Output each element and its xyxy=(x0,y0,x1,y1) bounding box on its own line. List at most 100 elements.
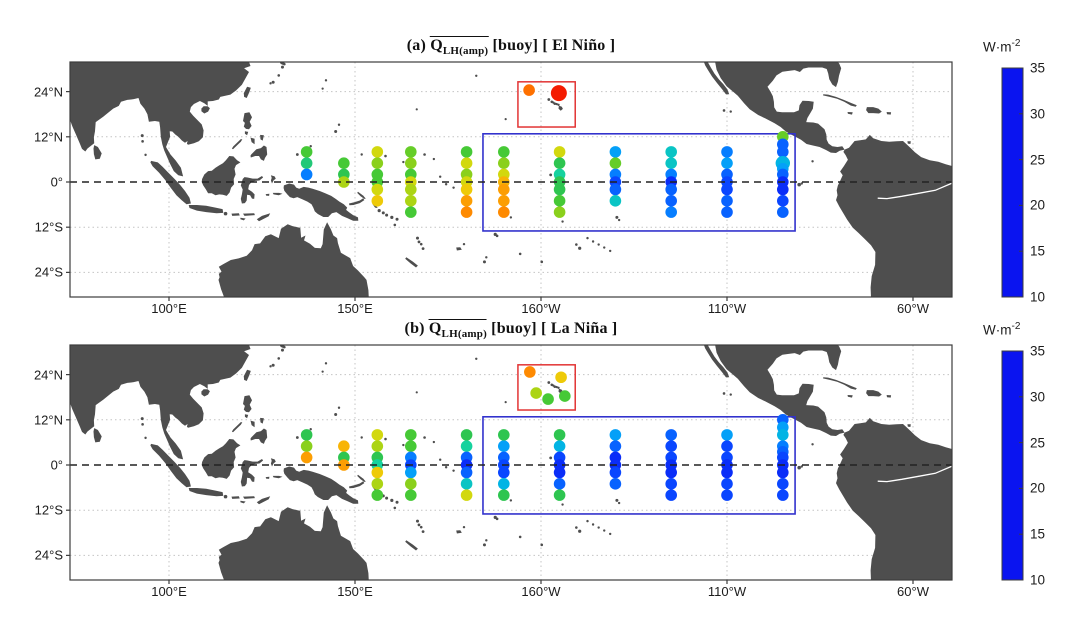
buoy-dot xyxy=(609,429,622,441)
island-speck xyxy=(509,216,513,219)
y-tick-label: 24°N xyxy=(33,84,63,100)
panel-a-subscript: LH(amp) xyxy=(442,45,489,58)
hawaii-buoy-dot xyxy=(530,387,542,399)
landmass xyxy=(847,112,853,115)
landmass xyxy=(270,458,276,467)
buoy-dot xyxy=(665,440,677,452)
island-speck xyxy=(415,108,418,111)
island-speck xyxy=(504,118,507,121)
y-tick-label: 24°S xyxy=(34,547,63,563)
landmass xyxy=(243,213,255,216)
island-speck xyxy=(415,519,419,523)
landmass xyxy=(886,395,892,398)
island-speck xyxy=(280,348,284,352)
panel-b-variable: QLH(amp) xyxy=(428,319,487,341)
panel-a-buoy-tag: [buoy] xyxy=(492,37,539,54)
landmass xyxy=(836,134,952,297)
buoy-dot xyxy=(665,195,677,207)
buoy-dot xyxy=(609,146,622,158)
island-speck xyxy=(561,503,564,506)
landmass xyxy=(93,428,102,443)
island-speck xyxy=(591,240,595,243)
landmass xyxy=(405,540,418,551)
island-speck xyxy=(415,391,418,394)
island-speck xyxy=(421,247,425,251)
amazon-river-line xyxy=(877,182,952,200)
landmass xyxy=(907,424,911,427)
colorbar-unit-base-b: W·m xyxy=(983,322,1012,338)
landmass xyxy=(836,417,952,580)
landmass xyxy=(265,193,270,196)
island-speck xyxy=(797,182,801,187)
landmass xyxy=(866,390,882,397)
x-tick-label: 110°W xyxy=(707,584,747,599)
landmass xyxy=(93,145,102,160)
island-speck xyxy=(615,498,619,502)
buoy-dot xyxy=(300,168,313,181)
buoy-dot xyxy=(300,146,313,158)
buoy-dot xyxy=(553,146,566,158)
x-tick-label: 110°W xyxy=(707,301,747,316)
buoy-dot xyxy=(777,206,789,218)
buoy-dot xyxy=(553,206,566,218)
island-speck xyxy=(729,110,732,113)
landmass xyxy=(250,428,268,444)
colorbar-tick-label: 25 xyxy=(1030,152,1046,168)
buoy-dot xyxy=(721,157,733,169)
colorbar-tick-label: 10 xyxy=(1030,289,1046,305)
island-speck xyxy=(438,175,442,178)
island-speck xyxy=(393,506,397,510)
landmass xyxy=(823,377,857,390)
panel-b-buoy-tag: [buoy] xyxy=(491,320,537,337)
island-speck xyxy=(495,517,499,521)
buoy-dot xyxy=(665,489,677,501)
buoy-dot xyxy=(721,466,733,479)
y-tick-label: 24°N xyxy=(33,367,63,383)
buoy-dot xyxy=(665,206,677,218)
landmass xyxy=(201,439,241,479)
landmass xyxy=(823,94,857,107)
colorbar-frame-a xyxy=(1001,67,1024,298)
island-speck xyxy=(140,134,144,138)
buoy-dot xyxy=(300,451,313,464)
landmass xyxy=(703,345,730,378)
island-speck xyxy=(495,234,499,238)
buoy-dot xyxy=(498,466,510,479)
landmass xyxy=(243,86,251,98)
buoy-dot xyxy=(777,429,789,441)
buoy-dot xyxy=(405,478,417,490)
island-speck xyxy=(462,242,466,246)
island-speck xyxy=(271,363,275,367)
buoy-dot xyxy=(498,489,510,501)
island-speck xyxy=(482,543,486,547)
landmass xyxy=(231,213,240,216)
island-speck xyxy=(444,183,448,186)
landmass xyxy=(349,198,365,206)
buoy-dot xyxy=(371,489,384,501)
buoy-dot xyxy=(777,146,789,158)
panel-a-variable: QLH(amp) xyxy=(430,36,489,58)
x-tick-label: 160°W xyxy=(521,301,561,316)
island-speck xyxy=(540,543,544,547)
landmass xyxy=(907,141,911,144)
island-speck xyxy=(324,362,328,365)
buoy-dot xyxy=(460,440,473,452)
y-tick-label: 0° xyxy=(50,174,63,190)
landmass xyxy=(256,496,271,505)
buoy-dot xyxy=(777,195,789,207)
landmass xyxy=(201,106,210,114)
colorbar-b xyxy=(1002,351,1023,580)
buoy-dot xyxy=(665,183,677,196)
landmass xyxy=(218,222,369,297)
landmass xyxy=(243,496,255,499)
buoy-dot xyxy=(338,157,350,169)
buoy-dot xyxy=(460,489,473,501)
island-speck xyxy=(578,529,582,533)
island-speck xyxy=(390,215,394,220)
panel-b-event-tag: [ La Niña ] xyxy=(541,320,618,337)
island-speck xyxy=(608,249,612,253)
buoy-dot xyxy=(371,146,384,158)
y-tick-label: 0° xyxy=(50,457,63,473)
island-speck xyxy=(722,109,726,112)
